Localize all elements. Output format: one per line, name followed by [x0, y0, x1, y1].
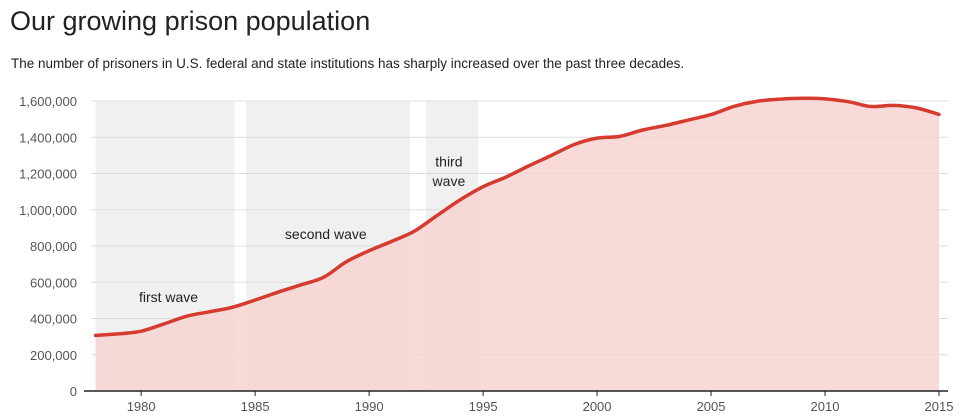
- x-tick-label: 1990: [355, 399, 384, 414]
- y-tick-label: 1,400,000: [19, 130, 77, 145]
- wave-annotation: first wave: [139, 289, 198, 305]
- x-tick-label: 1985: [241, 399, 270, 414]
- wave-annotation: third: [435, 153, 462, 169]
- wave-annotation: second wave: [285, 226, 367, 242]
- x-tick-label: 2000: [583, 399, 612, 414]
- y-tick-label: 1,200,000: [19, 167, 77, 182]
- y-tick-label: 1,000,000: [19, 203, 77, 218]
- y-tick-label: 0: [70, 384, 77, 399]
- y-tick-label: 200,000: [30, 348, 77, 363]
- population-area: [95, 98, 939, 391]
- chart-subtitle: The number of prisoners in U.S. federal …: [11, 56, 685, 71]
- y-tick-label: 600,000: [30, 275, 77, 290]
- wave-annotation: wave: [432, 173, 466, 189]
- y-tick-label: 400,000: [30, 312, 77, 327]
- x-tick-label: 2015: [925, 399, 954, 414]
- x-tick-label: 2005: [697, 399, 726, 414]
- x-tick-label: 2010: [811, 399, 840, 414]
- x-tick-label: 1995: [469, 399, 498, 414]
- x-tick-label: 1980: [127, 399, 156, 414]
- chart-title: Our growing prison population: [10, 6, 371, 36]
- y-tick-label: 800,000: [30, 239, 77, 254]
- y-tick-label: 1,600,000: [19, 94, 77, 109]
- population-line: [93, 96, 941, 338]
